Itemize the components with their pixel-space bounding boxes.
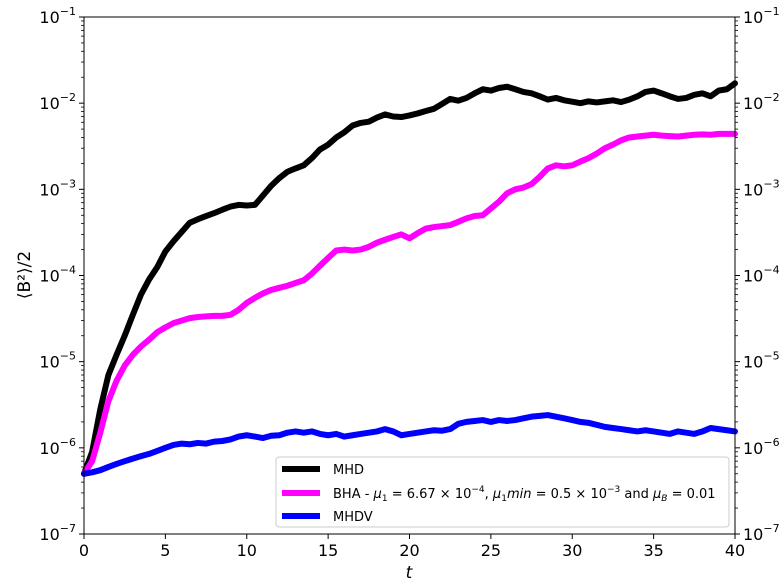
y-tick-label-right: 10−5	[743, 350, 780, 372]
y-tick-label-right: 10−4	[743, 264, 780, 286]
y-tick-label-right: 10−3	[743, 177, 780, 199]
plot-lines	[81, 80, 738, 477]
series-line-bha	[81, 130, 738, 477]
x-tick-label: 40	[725, 541, 745, 560]
x-tick-label: 35	[643, 541, 663, 560]
legend-label-mhd: MHD	[333, 463, 364, 478]
x-tick-label: 0	[79, 541, 89, 560]
y-tick-label-right: 10−7	[743, 522, 780, 544]
y-tick-label: 10−3	[39, 177, 76, 199]
x-tick-label: 10	[237, 541, 257, 560]
y-tick-label: 10−6	[39, 436, 76, 458]
x-axis-label: t	[406, 563, 414, 583]
y-axis-label: ⟨B²⟩/2	[15, 251, 35, 299]
y-tick-label: 10−2	[39, 91, 76, 113]
legend-label-bha: BHA - μ1 = 6.67 × 10−4, μ1min = 0.5 × 10…	[333, 485, 716, 504]
y-tick-label: 10−5	[39, 350, 76, 372]
series-line-mhd	[81, 80, 738, 477]
y-axis-ticks-right: 10−7 10−6 10−5 10−4 10−3 10−2 10−1	[735, 5, 780, 544]
series-line-mhdv	[81, 412, 738, 477]
legend-box	[275, 456, 730, 528]
x-tick-label: 5	[160, 541, 170, 560]
x-tick-label: 25	[481, 541, 501, 560]
y-tick-label-right: 10−1	[743, 5, 780, 27]
y-tick-label: 10−4	[39, 264, 76, 286]
y-axis-ticks-left: 10−7 10−6 10−5 10−4 10−3 10−2 10−1	[39, 5, 84, 544]
x-tick-label: 15	[318, 541, 338, 560]
y-tick-label: 10−7	[39, 522, 76, 544]
x-tick-label: 20	[399, 541, 419, 560]
x-axis-ticks: 0 5 10 15 20 25 30 35 40	[79, 534, 745, 560]
y-tick-label-right: 10−6	[743, 436, 780, 458]
y-tick-label-right: 10−2	[743, 91, 780, 113]
legend-label-mhdv: MHDV	[333, 510, 373, 525]
y-tick-label: 10−1	[39, 5, 76, 27]
x-tick-label: 30	[562, 541, 582, 560]
legend: MHD BHA - μ1 = 6.67 × 10−4, μ1min = 0.5 …	[275, 456, 730, 528]
